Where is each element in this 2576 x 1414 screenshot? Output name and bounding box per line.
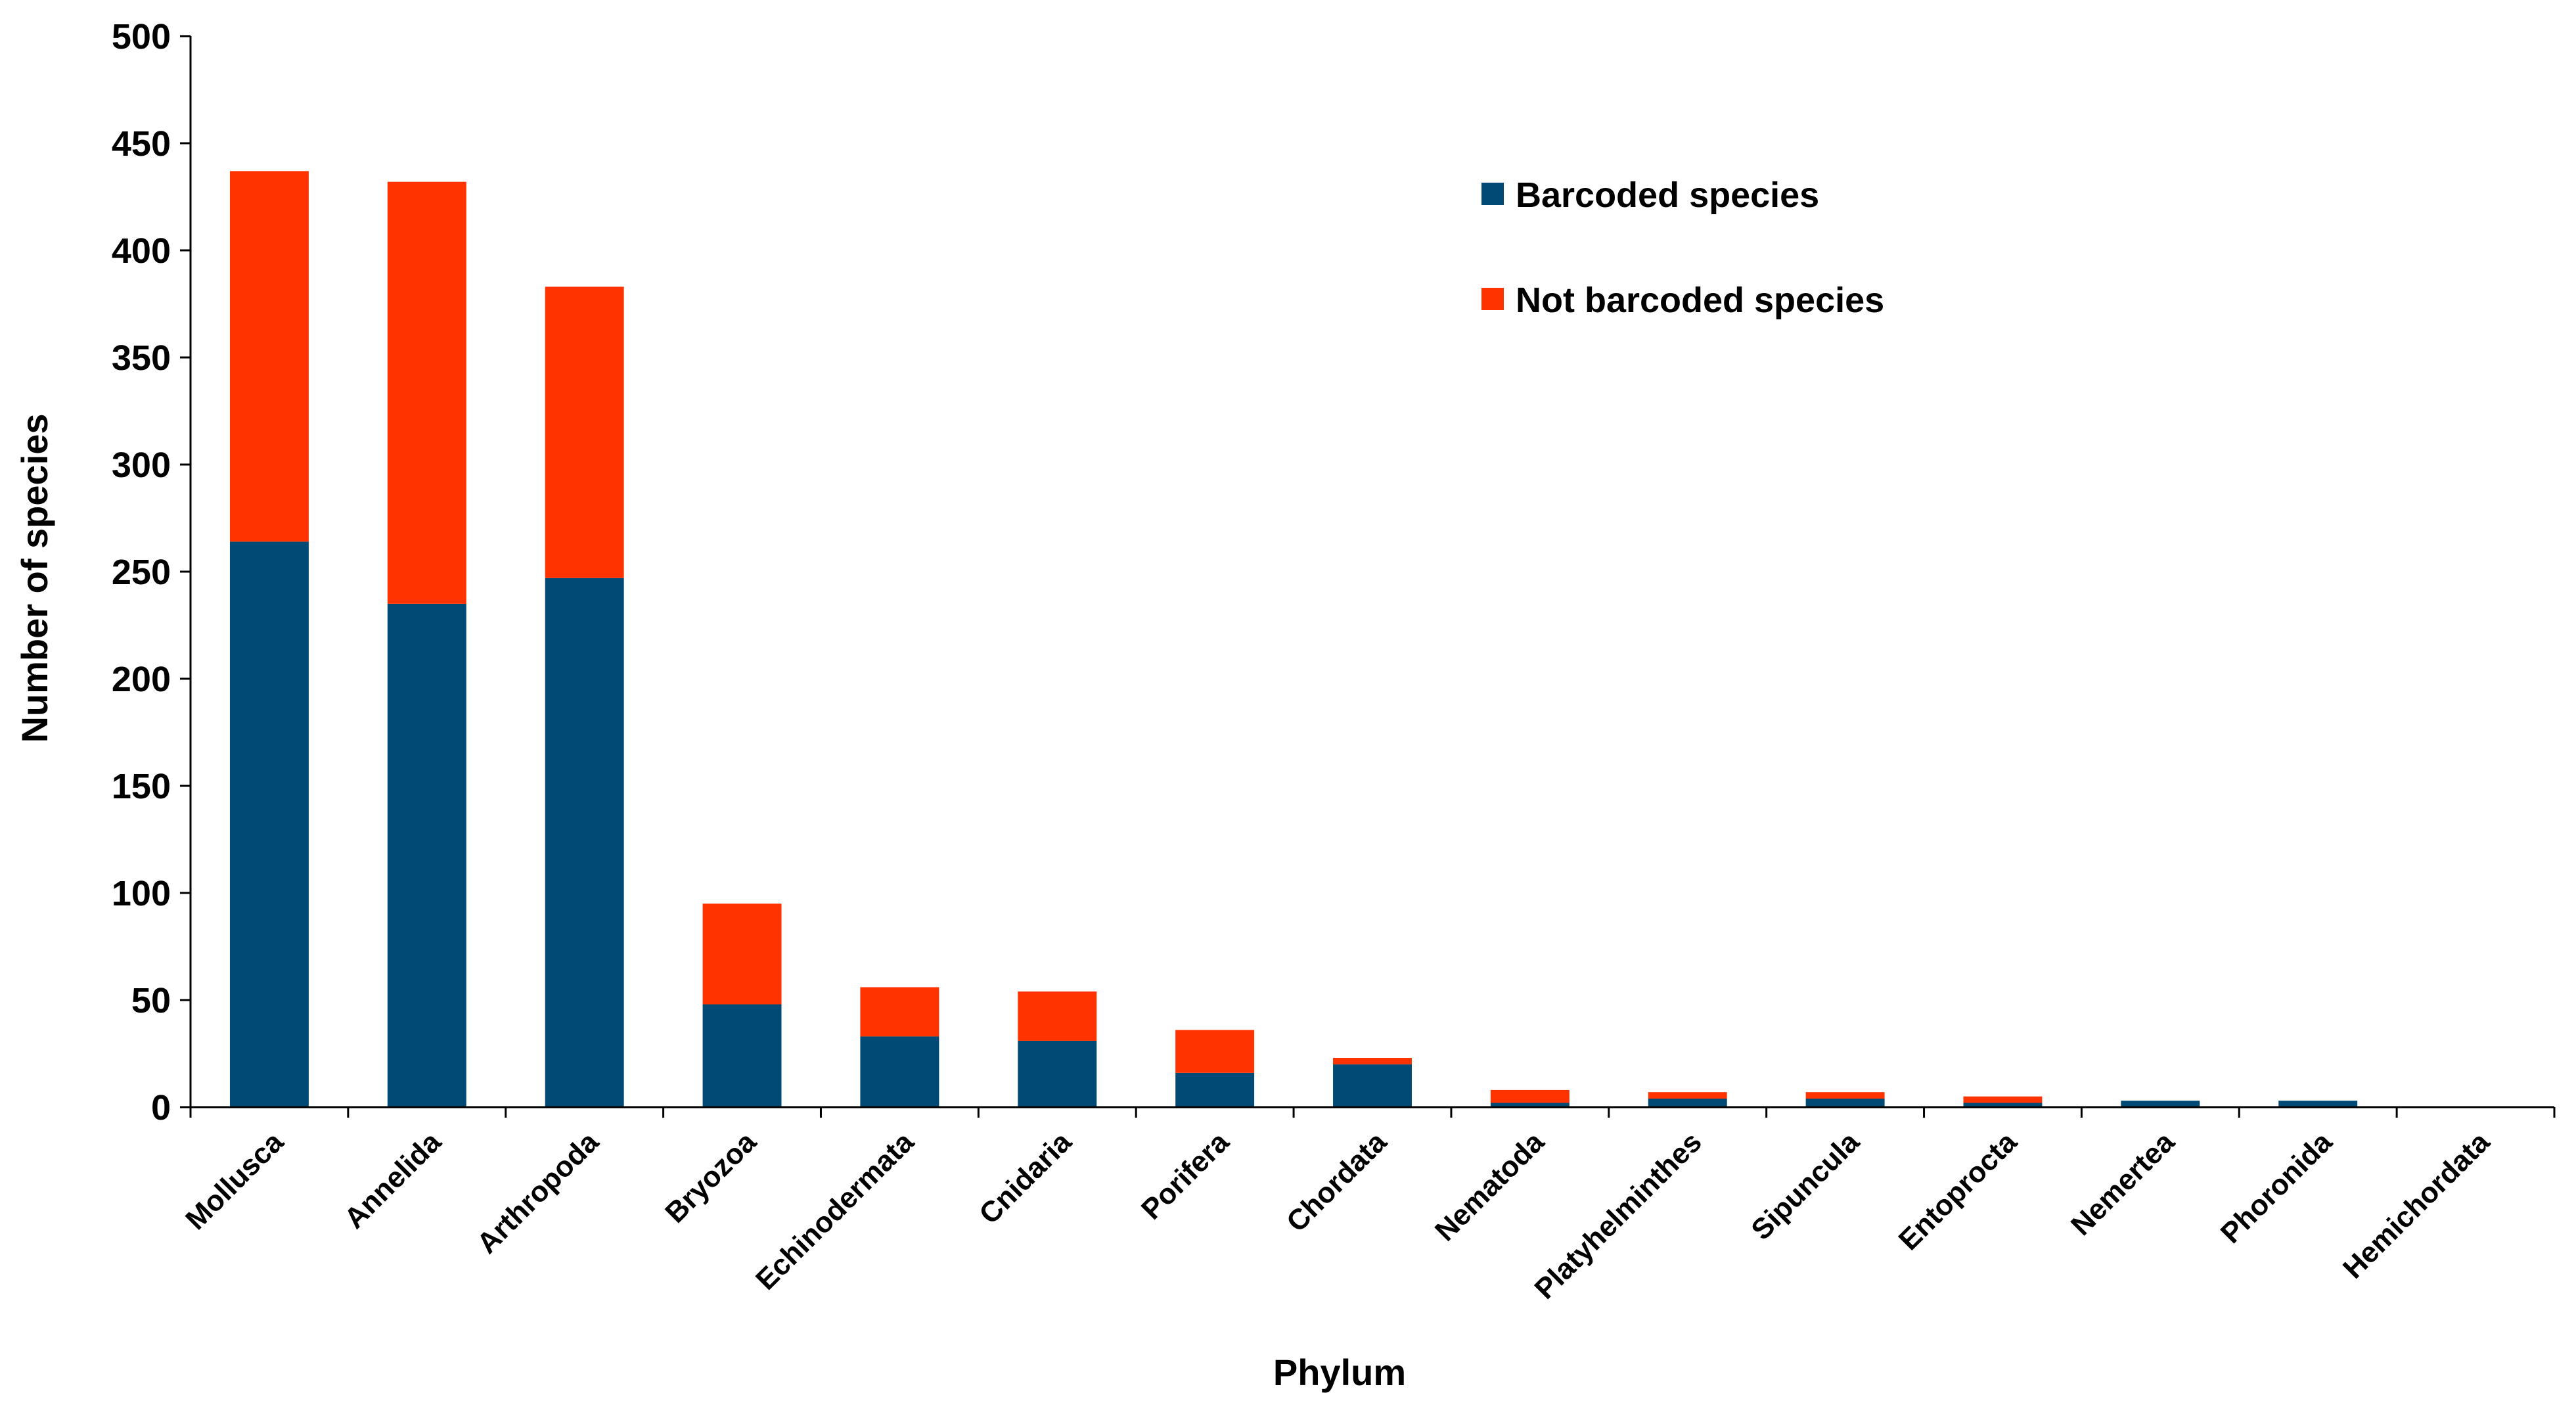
bar-nematoda-barcoded	[1490, 1103, 1570, 1107]
x-tick-label: Porifera	[1135, 1126, 1236, 1226]
x-tick-label: Nemertea	[2065, 1126, 2181, 1242]
x-tick-label: Phoronida	[2215, 1126, 2339, 1250]
y-tick-label: 250	[112, 553, 171, 592]
bar-bryozoa-not-barcoded	[702, 903, 782, 1005]
legend-swatch	[1481, 288, 1504, 310]
bars-layer	[229, 171, 2358, 1107]
bar-entoprocta-not-barcoded	[1963, 1096, 2043, 1103]
y-tick-label: 300	[112, 445, 171, 485]
bar-chordata-barcoded	[1333, 1064, 1412, 1107]
bar-arthropoda-barcoded	[545, 578, 624, 1107]
bar-cnidaria-barcoded	[1018, 1040, 1097, 1107]
x-tick-label: Entoprocta	[1893, 1126, 2023, 1256]
bar-phoronida-barcoded	[2278, 1101, 2358, 1107]
bar-mollusca-barcoded	[229, 541, 309, 1107]
y-tick-label: 100	[112, 874, 171, 913]
y-tick-label: 400	[112, 231, 171, 271]
y-tick-label: 0	[151, 1088, 171, 1128]
x-tick-label: Platyhelminthes	[1529, 1126, 1708, 1305]
y-tick-label: 150	[112, 767, 171, 806]
bar-entoprocta-barcoded	[1963, 1103, 2043, 1107]
x-tick-label: Sipuncula	[1745, 1126, 1866, 1246]
bar-platyhelminthes-barcoded	[1648, 1098, 1727, 1107]
x-tick-label: Chordata	[1280, 1126, 1393, 1239]
legend-label: Not barcoded species	[1516, 281, 1884, 320]
y-tick-label: 500	[112, 17, 171, 57]
bar-platyhelminthes-not-barcoded	[1648, 1092, 1727, 1099]
x-tick-label: Annelida	[338, 1126, 447, 1235]
y-tick-label: 350	[112, 338, 171, 378]
bar-nemertea-barcoded	[2121, 1101, 2200, 1107]
x-tick-label: Echinodermata	[750, 1126, 920, 1296]
y-ticks: 0 50 100 150 200 250 300 350 400 450 500	[112, 17, 191, 1128]
bar-bryozoa-barcoded	[702, 1004, 782, 1107]
bar-porifera-barcoded	[1175, 1072, 1255, 1107]
bar-cnidaria-not-barcoded	[1018, 991, 1097, 1041]
x-tick-label: Cnidaria	[973, 1126, 1078, 1231]
bar-echinodermata-barcoded	[860, 1036, 939, 1107]
x-tick-label: Mollusca	[179, 1126, 290, 1236]
legend-swatch	[1481, 183, 1504, 205]
legend-label: Barcoded species	[1516, 175, 1819, 215]
bar-annelida-not-barcoded	[387, 181, 466, 604]
y-tick-label: 450	[112, 124, 171, 164]
y-axis-title: Number of species	[14, 413, 55, 742]
x-tick-label: Bryozoa	[659, 1126, 763, 1229]
bar-chordata-not-barcoded	[1333, 1058, 1412, 1064]
x-tick-label: Hemichordata	[2337, 1126, 2496, 1285]
y-tick-label: 50	[131, 981, 171, 1020]
y-tick-label: 200	[112, 660, 171, 699]
x-axis-title: Phylum	[1273, 1352, 1406, 1393]
bar-mollusca-not-barcoded	[229, 171, 309, 542]
x-tick-label: Nematoda	[1429, 1126, 1550, 1247]
bar-echinodermata-not-barcoded	[860, 987, 939, 1037]
bar-nematoda-not-barcoded	[1490, 1089, 1570, 1103]
bar-annelida-barcoded	[387, 603, 466, 1107]
bar-sipuncula-barcoded	[1805, 1098, 1885, 1107]
bar-sipuncula-not-barcoded	[1805, 1092, 1885, 1099]
x-tick-label: Arthropoda	[471, 1126, 605, 1260]
bar-arthropoda-not-barcoded	[545, 286, 624, 578]
bar-porifera-not-barcoded	[1175, 1030, 1255, 1073]
legend: Barcoded species Not barcoded species	[1481, 175, 1884, 320]
x-ticks: Mollusca Annelida Arthropoda BryozoaEchinod…	[179, 1107, 2556, 1306]
